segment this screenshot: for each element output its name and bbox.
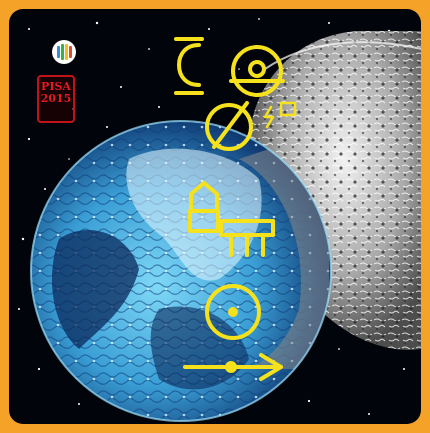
- table-glyph-icon: [219, 219, 275, 257]
- yellow-glyphs: [174, 37, 297, 381]
- no-entry-glyph-icon: [205, 101, 253, 151]
- crescent-glyph-icon: [174, 37, 204, 95]
- house-glyph-icon: [188, 181, 220, 233]
- seal-text: PISA 2015: [40, 80, 72, 105]
- circle-target-glyph-icon: [229, 45, 285, 97]
- earth: [30, 120, 332, 422]
- artwork-card: PISA 2015: [9, 9, 421, 424]
- sun-glyph-icon: [205, 284, 261, 340]
- rainbow-bars-icon: [52, 40, 76, 64]
- arrow-glyph-icon: [183, 353, 283, 381]
- space-scene: [18, 18, 421, 422]
- red-seal-stamp: PISA 2015: [37, 75, 75, 123]
- lightning-glyph-icon: [263, 101, 297, 129]
